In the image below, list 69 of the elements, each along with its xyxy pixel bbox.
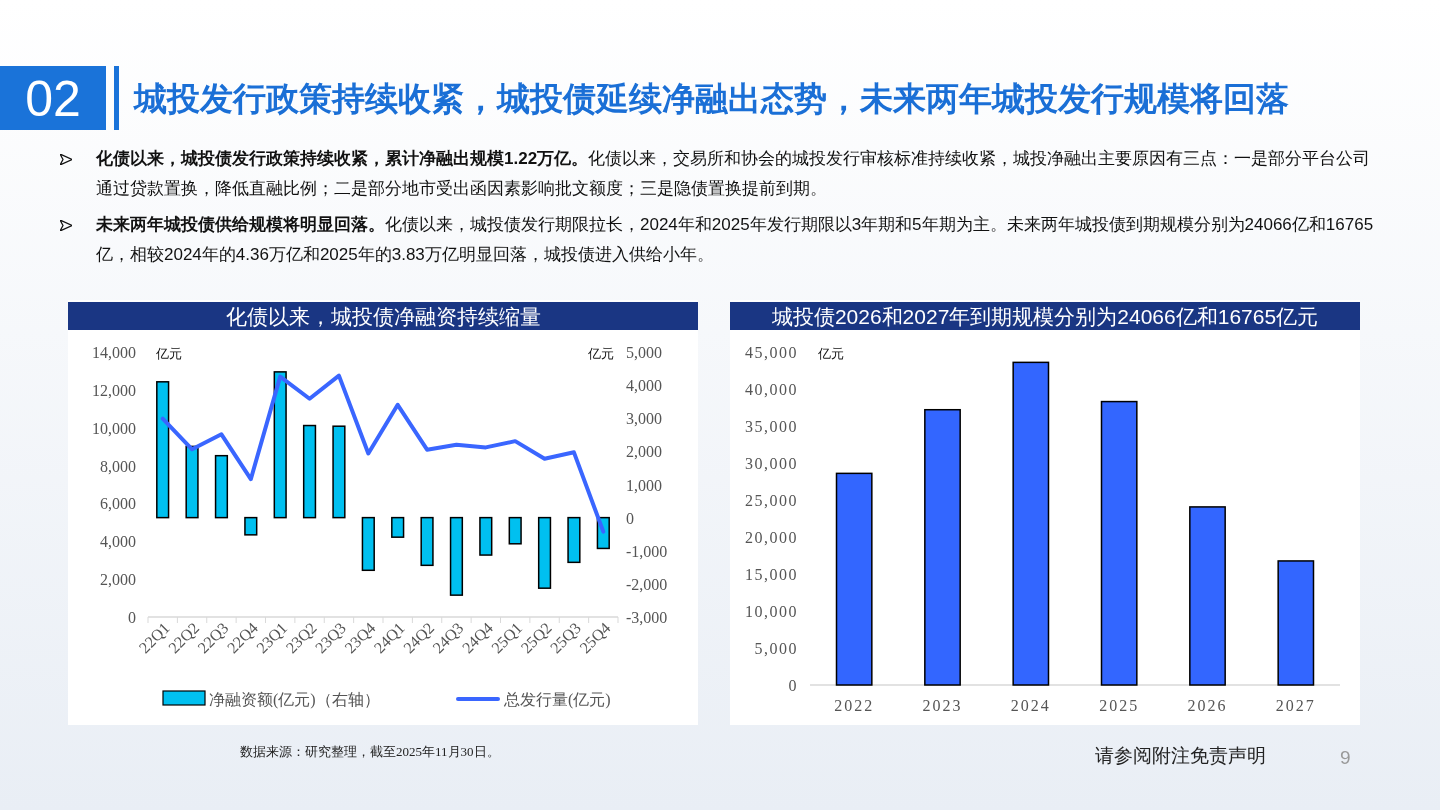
y-axis-title: 亿元 <box>817 346 844 361</box>
x-tick-label: 2027 <box>1275 697 1316 714</box>
y2-tick-label: 1,000 <box>626 476 662 494</box>
x-tick-label: 2024 <box>1010 697 1051 714</box>
y2-tick-label: 5,000 <box>626 344 662 361</box>
text: 请参阅附注免责声明 <box>1095 745 1266 766</box>
y-tick-label: 25,000 <box>745 492 798 509</box>
x-tick-label: 2022 <box>834 697 875 714</box>
x-tick-label: 2026 <box>1187 697 1228 714</box>
y2-tick-label: 4,000 <box>626 377 662 395</box>
y2-tick-label: -2,000 <box>626 575 668 593</box>
text: 未来两年城投债供给规模将明显回落。化债以来，城投债发行期限拉长，2024年和2025年发行期限以3年期和5年期为主。未来两年城投债到期规模分别为24066亿和16765亿，相较2024年的4.36万亿和2025年的3.83万亿明显回落，城投债进入供给小年。 <box>96 214 1375 266</box>
bar <box>332 425 346 519</box>
y-tick-label: 40,000 <box>745 381 798 398</box>
bar <box>273 371 287 519</box>
y2-tick-label: 2,000 <box>626 443 662 461</box>
y-tick-label: 10,000 <box>92 419 136 437</box>
x-tick-label: 2025 <box>1099 697 1140 714</box>
bar <box>449 516 464 596</box>
y-tick-label: 10,000 <box>745 603 798 620</box>
bar <box>244 516 258 536</box>
source-note: 数据来源：研究整理，截至2025年11月30日。 <box>240 744 500 759</box>
y-tick-label: 45,000 <box>745 344 798 361</box>
y2-tick-label: 0 <box>626 509 634 527</box>
y-tick-label: 8,000 <box>100 457 136 475</box>
y-tick-label: 12,000 <box>92 381 136 399</box>
bar <box>156 381 170 519</box>
y-tick-label: 5,000 <box>754 640 798 657</box>
bar <box>185 445 199 519</box>
y-tick-label: 14,000 <box>92 344 136 361</box>
bar <box>1012 361 1050 686</box>
y-tick-label: 0 <box>788 677 798 694</box>
bar <box>1100 400 1138 686</box>
y-tick-label: 35,000 <box>745 418 798 435</box>
bar <box>479 516 493 556</box>
bar <box>1277 560 1315 686</box>
y-tick-label: 2,000 <box>100 571 136 589</box>
text: 化债以来，城投债发行政策持续收紧，累计净融出规模1.22万亿。化债以来，交易所和协会的城投发行审核标准持续收紧，城投净融出主要原因有三点：一是部分平台公司通过贷款置换，降低直融比例；二是部分地市受出函因素影响批文额度；三是隐债置换提前到期。 <box>96 148 1372 200</box>
bar <box>361 516 375 572</box>
bar <box>302 424 317 519</box>
bar <box>508 516 522 545</box>
y2-tick-label: -3,000 <box>626 609 668 626</box>
x-tick-label: 2023 <box>922 697 963 714</box>
legend-label: 净融资额(亿元)（右轴） <box>209 691 380 709</box>
y-tick-label: 6,000 <box>100 495 136 513</box>
y-tick-label: 4,000 <box>100 533 136 551</box>
text: 02 <box>25 71 81 127</box>
text: 9 <box>1340 747 1351 768</box>
y-tick-label: 20,000 <box>745 529 798 546</box>
bar <box>537 516 552 589</box>
bar <box>420 516 434 567</box>
bar <box>835 472 873 686</box>
bar <box>214 454 229 519</box>
line-series <box>160 373 606 534</box>
bar <box>924 408 961 686</box>
bar <box>567 516 581 564</box>
bar <box>391 516 405 538</box>
y2-axis-title: 亿元 <box>587 346 614 361</box>
y-tick-label: 0 <box>128 609 136 626</box>
bar <box>1189 506 1226 686</box>
chart-title: 城投债2026和2027年到期规模分别为24066亿和16765亿元 <box>770 305 1319 328</box>
y-axis-title: 亿元 <box>155 346 182 361</box>
y2-tick-label: 3,000 <box>626 410 662 428</box>
y2-tick-label: -1,000 <box>626 542 668 560</box>
chart-title: 化债以来，城投债净融资持续缩量 <box>225 305 541 328</box>
text: 城投发行政策持续收紧，城投债延续净融出态势，未来两年城投发行规模将回落 <box>132 80 1289 117</box>
y-tick-label: 30,000 <box>745 455 798 472</box>
legend-label: 总发行量(亿元) <box>503 691 611 709</box>
y-tick-label: 15,000 <box>745 566 798 583</box>
